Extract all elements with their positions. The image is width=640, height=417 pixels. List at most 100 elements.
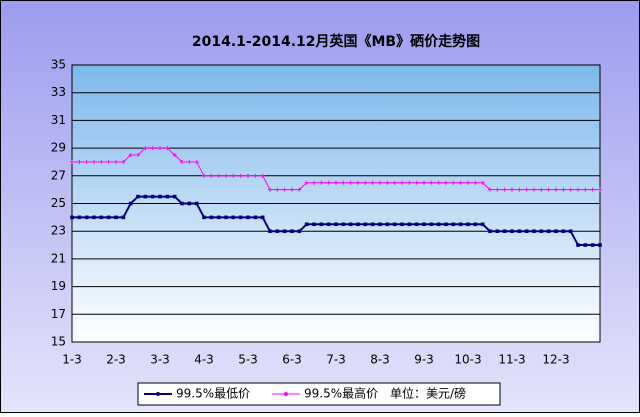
marker: [363, 222, 368, 227]
marker: [466, 222, 470, 227]
y-tick-label: 35: [51, 58, 66, 72]
marker: [385, 222, 390, 227]
marker: [70, 159, 74, 164]
marker: [106, 215, 111, 220]
y-tick-label: 27: [51, 168, 66, 182]
marker: [297, 229, 302, 233]
marker: [480, 222, 485, 227]
marker: [451, 222, 456, 227]
y-tick-label: 17: [51, 307, 66, 321]
marker: [568, 229, 573, 233]
marker: [378, 222, 382, 227]
x-tick-label: 2-3: [106, 353, 126, 367]
marker: [436, 222, 441, 227]
marker: [136, 194, 140, 199]
marker: [158, 194, 162, 199]
marker: [473, 222, 478, 227]
marker: [458, 180, 463, 185]
marker: [209, 173, 214, 178]
marker: [590, 187, 595, 192]
marker: [77, 159, 82, 164]
marker: [473, 180, 478, 185]
marker: [165, 194, 170, 199]
marker: [150, 194, 155, 199]
marker: [444, 180, 448, 185]
marker: [466, 180, 470, 185]
chart-title: 2014.1-2014.12月英国《MB》硒价走势图: [192, 33, 480, 50]
marker: [202, 215, 206, 220]
marker: [348, 222, 353, 227]
marker: [238, 215, 243, 220]
marker: [231, 173, 236, 178]
marker: [172, 194, 177, 199]
y-tick-label: 19: [51, 279, 66, 293]
legend-marker: [284, 392, 288, 396]
legend: [137, 382, 501, 406]
marker: [92, 215, 96, 220]
marker: [158, 146, 162, 151]
marker: [84, 159, 89, 164]
marker: [363, 180, 368, 185]
marker: [202, 173, 206, 178]
x-tick-label: 8-3: [370, 353, 390, 367]
unit-note: 单位：美元/磅: [390, 386, 466, 401]
marker: [341, 222, 346, 227]
marker: [77, 215, 82, 220]
x-tick-label: 5-3: [238, 353, 258, 367]
marker: [517, 229, 522, 233]
marker: [488, 187, 492, 192]
marker: [554, 229, 558, 233]
marker: [180, 159, 184, 164]
marker: [451, 180, 456, 185]
marker: [370, 180, 375, 185]
y-tick-label: 15: [51, 335, 66, 349]
marker: [539, 187, 544, 192]
marker: [253, 215, 258, 220]
x-tick-label: 4-3: [194, 353, 214, 367]
marker: [304, 180, 309, 185]
marker: [106, 159, 111, 164]
marker: [436, 180, 441, 185]
marker: [172, 153, 177, 158]
marker: [194, 159, 199, 164]
marker: [246, 173, 250, 178]
marker: [414, 222, 419, 227]
y-tick-label: 29: [51, 141, 66, 155]
marker: [334, 180, 338, 185]
marker: [326, 180, 331, 185]
marker: [260, 173, 265, 178]
marker: [385, 180, 390, 185]
marker: [429, 180, 434, 185]
marker: [297, 187, 302, 192]
marker: [268, 187, 272, 192]
marker: [246, 215, 250, 220]
marker: [209, 215, 214, 220]
marker: [253, 173, 258, 178]
marker: [546, 229, 551, 233]
marker: [583, 243, 588, 247]
marker: [143, 194, 148, 199]
marker: [143, 146, 148, 151]
marker: [546, 187, 551, 192]
marker: [341, 180, 346, 185]
y-tick-label: 23: [51, 224, 66, 238]
marker: [238, 173, 243, 178]
marker: [275, 229, 280, 233]
y-tick-label: 25: [51, 196, 66, 210]
marker: [524, 229, 529, 233]
marker: [216, 173, 221, 178]
x-tick-label: 1-3: [62, 353, 82, 367]
marker: [378, 180, 382, 185]
marker: [326, 222, 331, 227]
marker: [444, 222, 448, 227]
marker: [407, 222, 412, 227]
marker: [128, 153, 133, 158]
marker: [488, 229, 492, 233]
marker: [429, 222, 434, 227]
marker: [517, 187, 522, 192]
marker: [319, 180, 324, 185]
marker: [583, 187, 588, 192]
marker: [590, 243, 595, 247]
marker: [194, 201, 199, 206]
marker: [231, 215, 236, 220]
